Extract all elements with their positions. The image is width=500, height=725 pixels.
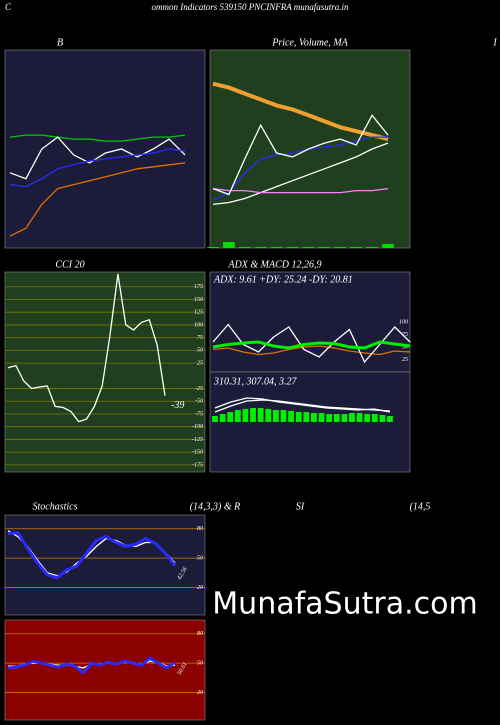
header-right: I [492,37,497,48]
panel-title: (14,3,3) & R [190,501,241,512]
macd-bar [257,408,264,422]
y-tick-label: 80 [197,631,203,637]
y-tick-label: 25 [197,360,203,366]
series-line [212,187,389,194]
volume-bar [238,247,251,248]
volume-bar [286,247,299,248]
macd-bar [265,409,272,422]
panel-title: Stochastics [33,501,78,512]
volume-bar [270,247,283,248]
y-tick-label: 25 [402,357,408,363]
volume-bar [207,247,219,248]
macd-bar [212,416,218,422]
macd-bar [272,410,279,422]
volume-bar [382,244,394,248]
series-line [9,136,186,180]
panel-title: SI [296,501,305,512]
series-line [214,399,391,413]
macd-bar [295,412,302,422]
y-tick-label: -100 [192,424,203,430]
macd-bar [250,408,256,422]
macd-bar [280,410,287,422]
y-tick-label: 125 [194,310,203,316]
volume-bar [366,247,378,248]
series-line [7,656,176,675]
series-line [7,530,176,577]
macd-bar [371,414,378,422]
y-tick-label: 80 [197,526,203,532]
macd-bar [379,415,386,422]
macd-bar [219,414,226,422]
macd-bar [242,409,249,422]
macd-bar [364,414,371,422]
volume-bar [223,242,235,248]
series-line [7,273,166,423]
series-line [9,162,186,237]
y-tick-label: -25 [195,386,203,392]
series-line [214,397,391,413]
volume-bar [254,247,267,248]
macd-bar [326,414,333,422]
y-tick-label: 50 [197,661,203,667]
volume-bar [350,247,363,248]
panel-title: ADX & MACD 12,26,9 [227,259,321,270]
macd-bar [356,413,363,422]
series-line [212,114,389,196]
y-tick-label: 50 [197,556,203,562]
macd-bar [349,413,355,422]
y-tick-label: -175 [192,462,203,468]
y-tick-label: 75 [402,332,408,338]
y-tick-label: 20 [197,690,203,696]
panel-subtitle: ADX: 9.61 +DY: 25.24 -DY: 20.81 [213,274,353,285]
y-tick-label: 100 [399,319,408,325]
series-line [9,134,186,142]
series-line [212,81,389,142]
panel-title: Price, Volume, MA [271,37,348,48]
panel-title: B [57,37,63,48]
macd-bar [333,414,340,422]
header-left: C [5,2,12,12]
macd-bar [341,414,348,422]
y-tick-label: 150 [194,297,203,303]
series-line [212,340,411,350]
y-tick-label: -50 [195,399,203,405]
series-line [212,323,411,364]
series-line [212,142,389,206]
header-title: ommon Indicators 539150 PNCINFRA munafas… [151,2,349,12]
macd-bar [234,410,241,422]
macd-bar [318,413,325,422]
series-line [9,148,186,188]
y-tick-label: 175 [194,284,203,290]
watermark: MunafaSutra.com [212,587,477,622]
panel-background [4,49,206,249]
y-tick-label: 50 [402,344,408,350]
y-tick-label: 100 [194,322,203,328]
panel-title: (14,5 [410,501,431,512]
value-label: -39 [171,400,184,411]
y-tick-label: 20 [197,585,203,591]
panel-subtitle: 310.31, 307.04, 3.27 [213,376,298,387]
volume-bar [334,247,347,248]
panel-title: CCI 20 [55,259,84,270]
y-tick-label: -125 [192,437,203,443]
y-tick-label: 75 [197,335,203,341]
macd-bar [288,411,295,422]
series-line [7,531,177,580]
y-tick-label: -75 [195,411,203,417]
macd-bar [310,413,317,422]
volume-bar [318,247,331,248]
macd-bar [303,412,310,422]
y-tick-label: 50 [197,348,203,354]
macd-bar [387,416,393,422]
series-line [212,345,411,356]
panel-background [209,271,411,373]
value-label: 50.61 [177,662,189,677]
y-tick-label: -150 [192,450,203,456]
macd-bar [227,412,234,422]
volume-bar [302,247,315,248]
panel-background [4,619,206,721]
